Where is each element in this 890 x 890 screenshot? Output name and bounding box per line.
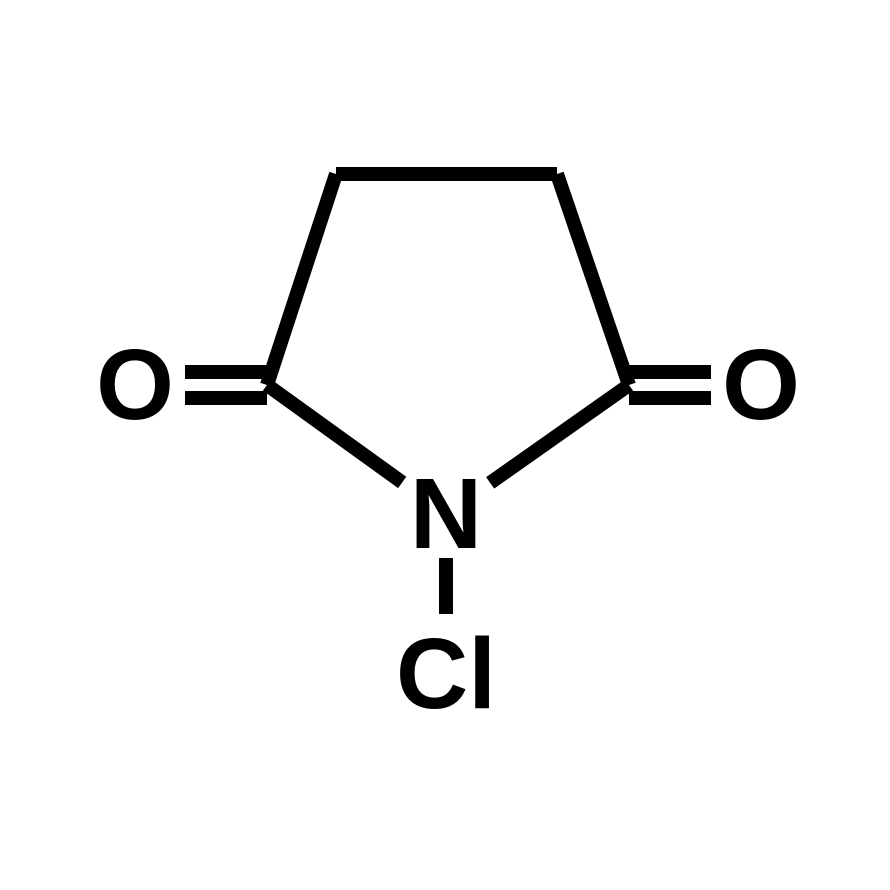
atom-label-o_right: O xyxy=(722,329,800,441)
atom-label-n: N xyxy=(410,458,482,570)
atom-label-cl: Cl xyxy=(396,618,496,730)
atom-label-o_left: O xyxy=(96,329,174,441)
molecule-diagram: N O O Cl xyxy=(0,0,890,890)
